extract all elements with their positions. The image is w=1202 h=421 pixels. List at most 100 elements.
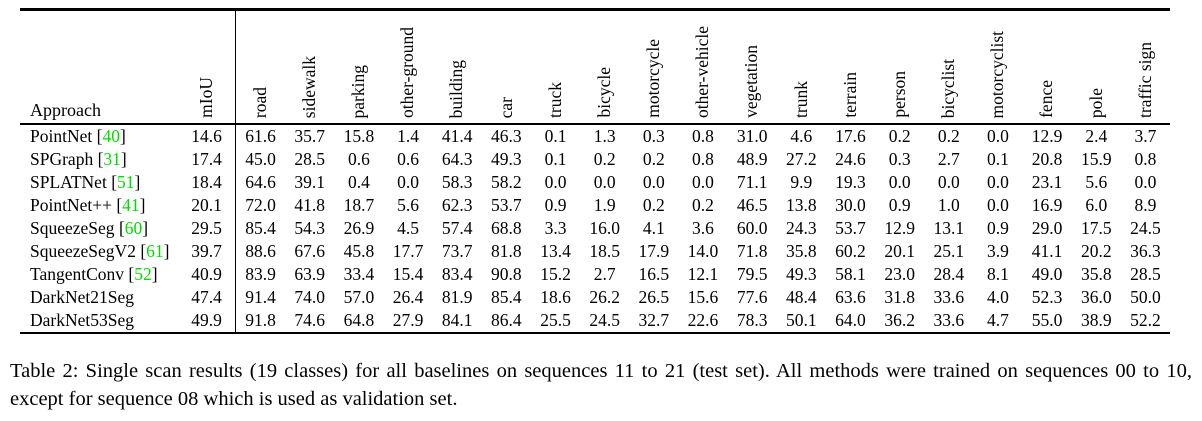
score-cell: 49.3 — [491, 149, 522, 169]
score-cell: 74.6 — [294, 310, 326, 330]
citation-close-bracket: ] — [139, 195, 146, 215]
citation-link[interactable]: 31 — [103, 149, 121, 169]
approach-name: PointNet++ — [30, 195, 112, 215]
class-header-label: parking — [348, 64, 369, 118]
approach-name: SPGraph — [30, 149, 94, 169]
score-cell: 0.3 — [642, 126, 665, 146]
score-cell: 0.0 — [642, 172, 665, 192]
score-cell: 36.3 — [1130, 241, 1161, 261]
citation-link[interactable]: 40 — [102, 126, 120, 146]
score-cell: 67.6 — [294, 241, 326, 261]
score-cell: 18.7 — [343, 195, 375, 215]
miou-value: 18.4 — [178, 171, 236, 194]
citation-link[interactable]: 61 — [146, 241, 164, 261]
score-cell: 41.1 — [1031, 241, 1063, 261]
score-cell: 0.2 — [937, 126, 960, 146]
score-cell: 88.6 — [245, 241, 276, 261]
approach-cell: SPLATNet [51] — [20, 171, 178, 194]
score-cell: 71.1 — [736, 172, 768, 192]
score-cell: 52.3 — [1031, 287, 1063, 307]
score-cell: 63.6 — [835, 287, 866, 307]
score-cell: 13.4 — [540, 241, 571, 261]
score-cell: 35.7 — [294, 126, 326, 146]
score-cell: 22.6 — [687, 310, 719, 330]
score-cell: 20.2 — [1080, 241, 1112, 261]
score-cell: 5.6 — [1085, 172, 1108, 192]
results-table: Approach mIoU road sidewalk parking othe… — [20, 8, 1170, 334]
class-column-header: road — [236, 11, 285, 123]
score-cell: 48.4 — [786, 287, 817, 307]
score-cell: 16.9 — [1031, 195, 1063, 215]
score-cell: 63.9 — [294, 264, 326, 284]
approach-cell: SqueezeSegV2 [61] — [20, 240, 178, 263]
score-cell: 13.8 — [786, 195, 817, 215]
class-header-label: other-vehicle — [692, 26, 713, 118]
score-cell: 4.7 — [987, 310, 1009, 330]
score-cell: 73.7 — [441, 241, 473, 261]
class-column-header: motorcyclist — [973, 11, 1022, 123]
score-cell: 16.5 — [638, 264, 670, 284]
citation-brackets: [40] — [92, 126, 126, 146]
class-column-header: traffic sign — [1121, 11, 1170, 123]
score-cell: 2.4 — [1085, 126, 1108, 146]
score-cell: 3.6 — [692, 218, 714, 238]
score-cell: 2.7 — [593, 264, 616, 284]
approach-cell: SqueezeSeg [60] — [20, 217, 178, 240]
score-cell: 18.6 — [540, 287, 571, 307]
score-cell: 0.0 — [1134, 172, 1157, 192]
score-cell: 8.9 — [1134, 195, 1157, 215]
score-cell: 3.7 — [1134, 126, 1157, 146]
citation-open-bracket: [ — [114, 218, 125, 238]
miou-header-label: mIoU — [195, 77, 216, 118]
score-cell: 12.9 — [1031, 126, 1063, 146]
score-cell: 26.4 — [392, 287, 424, 307]
score-cell: 26.5 — [638, 287, 670, 307]
class-header-label: trunk — [790, 81, 811, 118]
citation-close-bracket: ] — [142, 218, 149, 238]
citation-link[interactable]: 52 — [134, 264, 152, 284]
score-cell: 3.9 — [987, 241, 1009, 261]
approach-cell: DarkNet53Seg — [20, 309, 178, 332]
approach-column-header: Approach — [20, 11, 178, 123]
score-cell: 15.4 — [392, 264, 424, 284]
class-column-header: terrain — [826, 11, 875, 123]
score-cell: 33.4 — [343, 264, 375, 284]
score-cell: 18.5 — [589, 241, 620, 261]
score-cell: 33.6 — [933, 310, 965, 330]
score-cell: 50.1 — [786, 310, 817, 330]
citation-link[interactable]: 41 — [122, 195, 140, 215]
score-cell: 91.4 — [245, 287, 276, 307]
citation-close-bracket: ] — [134, 172, 141, 192]
citation-open-bracket: [ — [124, 264, 135, 284]
score-cell: 1.3 — [593, 126, 616, 146]
score-cell: 28.4 — [933, 264, 965, 284]
approach-cell: TangentConv [52] — [20, 263, 178, 286]
score-cell: 23.1 — [1031, 172, 1063, 192]
score-cell: 38.9 — [1080, 310, 1112, 330]
score-cell: 1.9 — [593, 195, 616, 215]
score-cell: 17.6 — [835, 126, 866, 146]
header-row: Approach mIoU road sidewalk parking othe… — [20, 11, 1170, 123]
score-cell: 0.2 — [888, 126, 911, 146]
class-column-header: truck — [531, 11, 580, 123]
score-cell: 23.0 — [884, 264, 915, 284]
score-cell: 0.6 — [347, 149, 370, 169]
score-cell: 12.9 — [884, 218, 915, 238]
score-cell: 57.0 — [343, 287, 375, 307]
score-cell: 13.1 — [933, 218, 965, 238]
score-cell: 62.3 — [441, 195, 473, 215]
citation-open-bracket: [ — [92, 126, 103, 146]
class-column-header: pole — [1072, 11, 1121, 123]
score-cell: 25.5 — [540, 310, 571, 330]
score-cell: 24.6 — [835, 149, 866, 169]
score-cell: 0.0 — [692, 172, 714, 192]
class-column-header: trunk — [777, 11, 826, 123]
citation-link[interactable]: 51 — [117, 172, 135, 192]
citation-open-bracket: [ — [93, 149, 104, 169]
score-cell: 36.2 — [884, 310, 915, 330]
citation-link[interactable]: 60 — [124, 218, 143, 238]
score-cell: 0.0 — [987, 126, 1009, 146]
score-cell: 26.9 — [343, 218, 375, 238]
citation-open-bracket: [ — [135, 241, 147, 261]
